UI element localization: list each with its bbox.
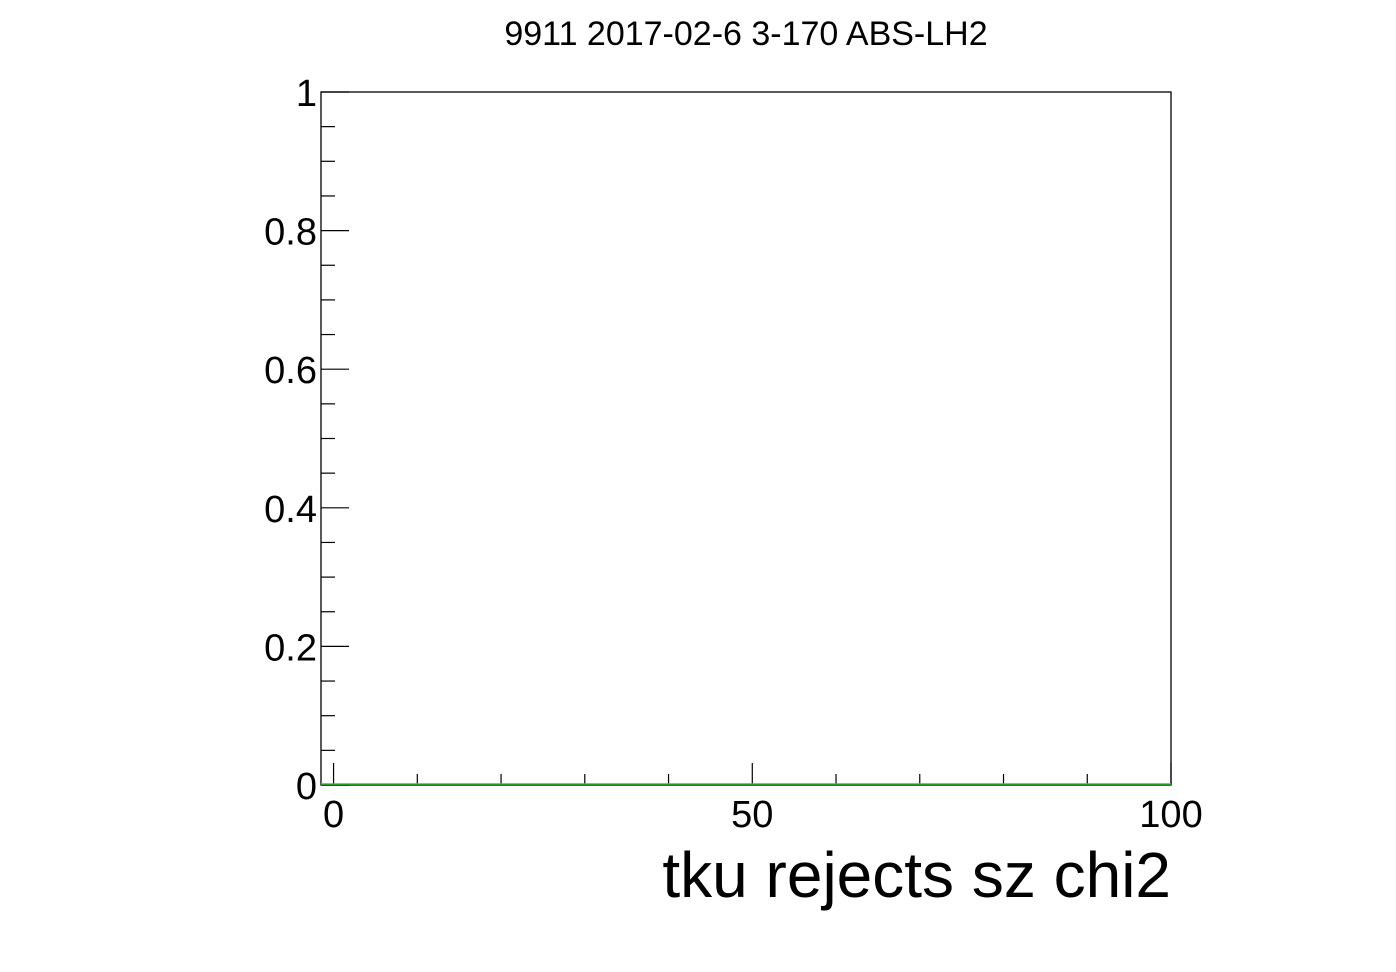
y-tick-label: 0.4 bbox=[264, 489, 317, 531]
x-tick-label: 0 bbox=[323, 794, 344, 836]
x-axis: 0 50 100 bbox=[323, 763, 1203, 836]
y-tick-label: 1 bbox=[296, 73, 317, 115]
y-axis: 0 0.2 0.4 0.6 0.8 1 bbox=[264, 73, 349, 808]
x-tick-label: 50 bbox=[731, 794, 773, 836]
x-tick-label: 100 bbox=[1139, 794, 1202, 836]
y-tick-label: 0.2 bbox=[264, 627, 317, 669]
x-minor-ticks bbox=[416, 774, 1088, 785]
chart-title: 9911 2017-02-6 3-170 ABS-LH2 bbox=[504, 15, 987, 53]
y-tick-label: 0 bbox=[296, 766, 317, 808]
y-minor-ticks bbox=[321, 126, 335, 751]
x-axis-label: tku rejects sz chi2 bbox=[662, 839, 1171, 911]
y-tick-label: 0.6 bbox=[264, 350, 317, 392]
y-tick-label: 0.8 bbox=[264, 212, 317, 254]
